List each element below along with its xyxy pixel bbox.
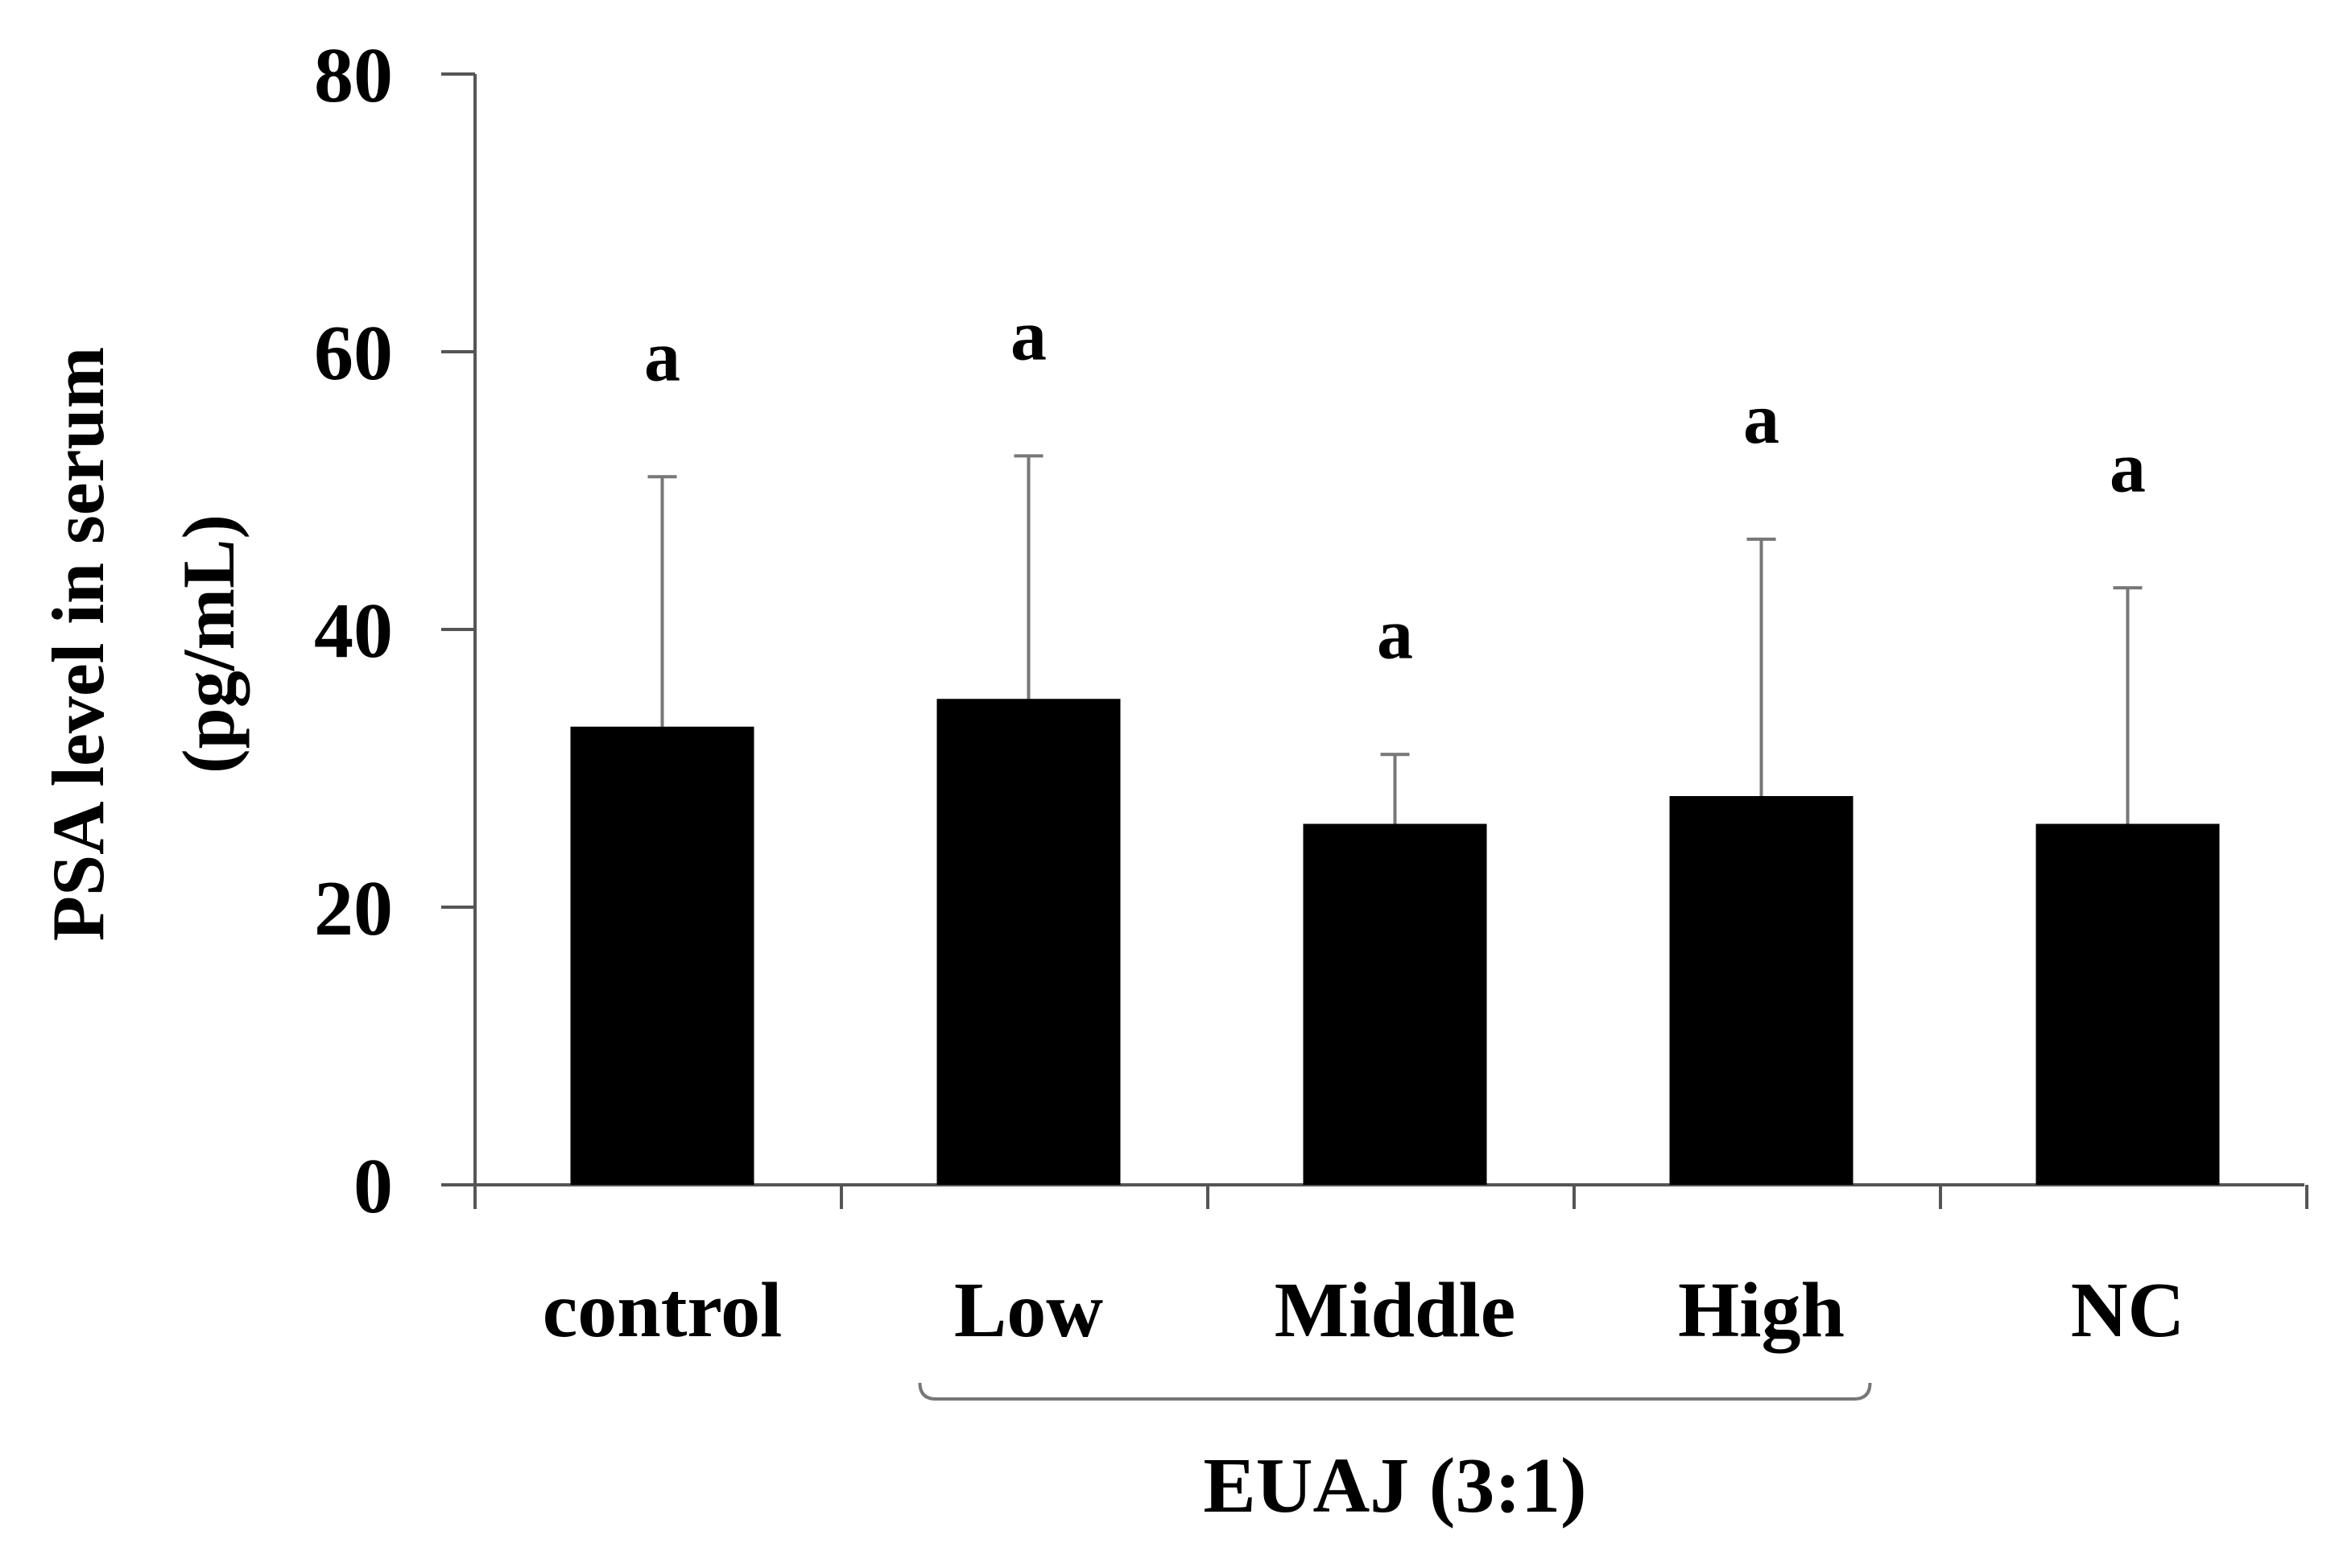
x-tick-label: NC — [2071, 1267, 2185, 1354]
significance-label: a — [1743, 379, 1779, 459]
x-tick-label: Middle — [1275, 1267, 1515, 1354]
y-tick-label: 0 — [353, 1143, 393, 1230]
y-axis-label-line1: PSA level in serum — [37, 347, 119, 942]
y-tick-label: 40 — [314, 588, 393, 675]
bar-high — [1669, 796, 1854, 1185]
y-tick-label: 60 — [314, 310, 393, 397]
significance-label: a — [1377, 594, 1413, 674]
group-bracket — [918, 1382, 1872, 1401]
significance-label: a — [2110, 427, 2146, 507]
y-axis-label-line2: (pg/mL) — [167, 514, 250, 774]
bar-nc — [2035, 823, 2220, 1185]
bar-control — [570, 726, 754, 1185]
x-tick-label: control — [543, 1267, 783, 1354]
bar-middle — [1303, 823, 1487, 1185]
x-tick-label: Low — [954, 1267, 1103, 1354]
group-label: EUAJ (3:1) — [1203, 1442, 1586, 1529]
bar-low — [936, 699, 1121, 1185]
significance-label: a — [1010, 295, 1047, 375]
y-tick-label: 20 — [314, 865, 393, 952]
y-tick-label: 80 — [314, 32, 393, 119]
y-axis-label: PSA level in serum (pg/mL) — [37, 347, 250, 942]
x-tick-label: High — [1678, 1267, 1845, 1354]
significance-label: a — [644, 316, 680, 396]
